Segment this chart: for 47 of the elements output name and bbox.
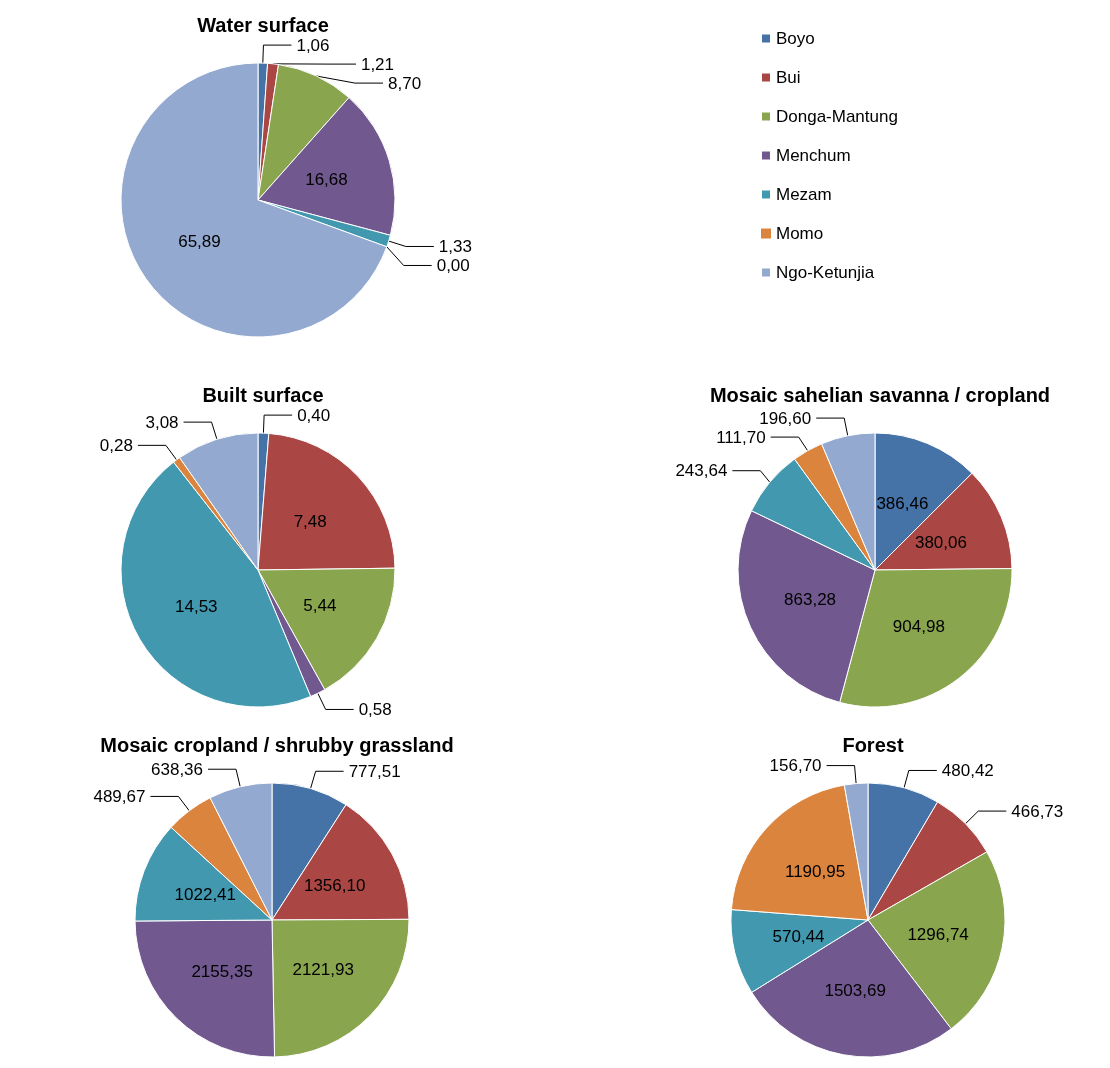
- data-label: 777,51: [348, 761, 401, 781]
- chart-title: Forest: [842, 734, 904, 756]
- legend-label: Donga-Mantung: [776, 107, 898, 126]
- text: 0,00: [436, 255, 470, 275]
- data-label: 570,44: [772, 927, 825, 947]
- data-label: 1,21: [360, 54, 395, 74]
- chart-title: Mosaic sahelian savanna / cropland: [709, 384, 1051, 406]
- legend-label: Menchum: [776, 146, 851, 165]
- legend-label: Boyo: [776, 29, 815, 48]
- data-label: 65,89: [178, 231, 221, 251]
- data-label: 111,70: [716, 427, 766, 447]
- data-label: 1356,10: [303, 876, 366, 896]
- chart-title: Water surface: [197, 14, 329, 36]
- legend-label: Ngo-Ketunjia: [776, 263, 875, 282]
- data-label: 16,68: [305, 169, 348, 189]
- data-label: 1296,74: [907, 924, 969, 944]
- data-label: 863,28: [784, 590, 837, 610]
- data-label: 0,40: [297, 405, 331, 425]
- data-label: 7,48: [293, 511, 327, 531]
- data-label: 3,08: [145, 412, 179, 432]
- data-label: 14,53: [175, 596, 218, 616]
- data-label: 196,60: [759, 408, 812, 428]
- chart-title: Mosaic cropland / shrubby grassland: [100, 734, 454, 756]
- data-label: 8,70: [388, 73, 422, 93]
- data-label: 1190,95: [784, 862, 846, 882]
- data-label: 489,67: [93, 786, 146, 806]
- data-label: 243,64: [675, 461, 728, 481]
- data-label: 480,42: [941, 760, 994, 780]
- data-label: 5,44: [303, 596, 337, 616]
- legend-label: Bui: [776, 68, 801, 87]
- data-label: 1022,41: [174, 884, 237, 904]
- data-label: 156,70: [769, 756, 822, 776]
- data-label: 2121,93: [292, 960, 354, 980]
- data-label: 904,98: [892, 616, 945, 636]
- data-label: 1503,69: [824, 980, 886, 1000]
- legend-label: Mezam: [776, 185, 832, 204]
- data-label: 0,58: [358, 699, 392, 719]
- chart-title: Built surface: [202, 384, 324, 406]
- data-label: 466,73: [1011, 801, 1064, 821]
- data-label: 2155,35: [191, 961, 253, 981]
- data-label: 638,36: [151, 759, 204, 779]
- data-label: 1,33: [438, 236, 472, 256]
- data-label: 380,06: [914, 532, 967, 552]
- data-label: 1,06: [296, 35, 330, 55]
- legend-label: Momo: [776, 224, 824, 243]
- data-label: 386,46: [876, 494, 929, 514]
- data-label: 0,28: [99, 435, 133, 455]
